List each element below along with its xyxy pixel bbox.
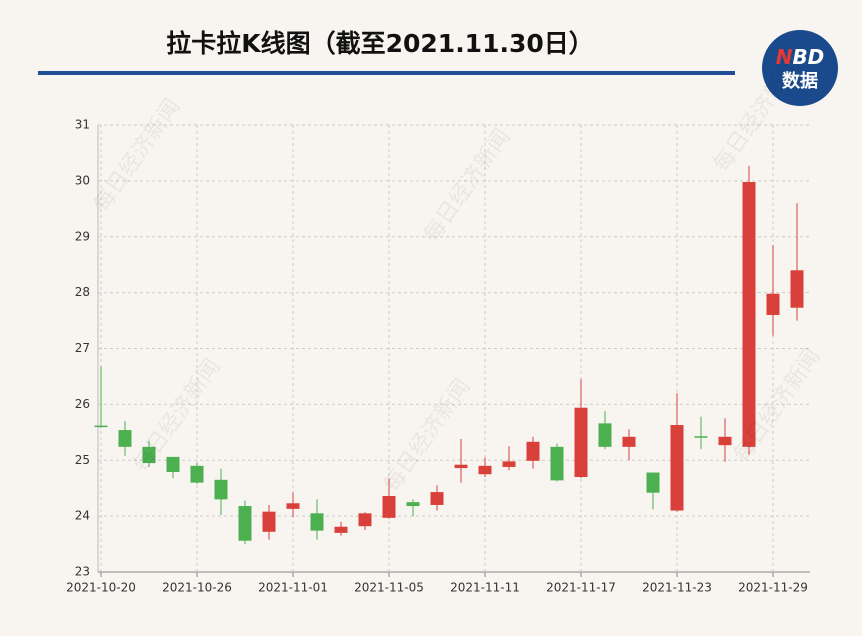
candle-body (310, 513, 324, 531)
y-tick-label: 29 (75, 229, 90, 243)
candle-body (598, 423, 612, 447)
logo-rest: BD (792, 45, 824, 69)
candle-body (478, 465, 492, 475)
y-tick-label: 30 (75, 173, 90, 187)
candle-body (358, 513, 372, 527)
candle-body (454, 464, 468, 469)
candle-body (622, 436, 636, 447)
y-tick-label: 24 (75, 509, 90, 523)
candle-body (790, 270, 804, 308)
candle-body (382, 496, 396, 518)
candle-body (430, 492, 444, 505)
logo-accent: N (776, 45, 793, 69)
chart-title: 拉卡拉K线图（截至2021.11.30日） (166, 29, 594, 58)
candle-body (142, 446, 156, 464)
candle-body (334, 526, 348, 533)
y-tick-label: 28 (75, 285, 90, 299)
y-tick-label: 25 (75, 453, 90, 467)
candle-body (166, 456, 180, 472)
candle-body (646, 472, 660, 493)
x-tick-label: 2021-10-20 (66, 581, 136, 595)
candle-body (526, 441, 540, 461)
x-tick-label: 2021-11-11 (450, 581, 520, 595)
candle-body (238, 506, 252, 541)
candle-body (670, 425, 684, 511)
y-tick-label: 27 (75, 341, 90, 355)
logo-circle (762, 30, 838, 106)
candle-body (766, 293, 780, 315)
candle-body (694, 436, 708, 438)
candle-body (742, 181, 756, 447)
candle-body (286, 503, 300, 509)
candle-body (118, 430, 132, 447)
y-tick-label: 23 (75, 565, 90, 579)
candle-body (190, 465, 204, 483)
candle-body (214, 479, 228, 500)
candle-body (718, 436, 732, 446)
x-tick-label: 2021-11-05 (354, 581, 424, 595)
x-tick-label: 2021-10-26 (162, 581, 232, 595)
x-tick-label: 2021-11-17 (546, 581, 616, 595)
logo-label: 数据 (782, 70, 818, 92)
candle-body (94, 425, 108, 428)
candle-body (574, 407, 588, 478)
x-tick-label: 2021-11-01 (258, 581, 328, 595)
logo-brand: NBD (776, 45, 825, 69)
x-tick-label: 2021-11-29 (738, 581, 808, 595)
candle-body (262, 511, 276, 532)
x-tick-label: 2021-11-23 (642, 581, 712, 595)
candle-body (406, 502, 420, 507)
y-tick-label: 26 (75, 397, 90, 411)
candle-body (502, 461, 516, 467)
y-tick-label: 31 (75, 118, 90, 132)
candle-body (550, 446, 564, 481)
